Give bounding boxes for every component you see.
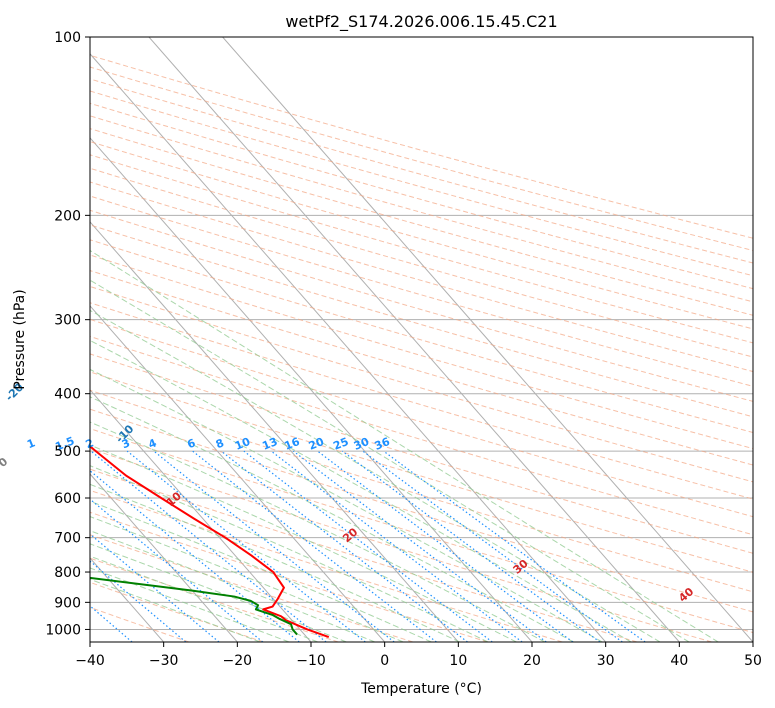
moist-adiabat-line — [90, 279, 690, 642]
dry-adiabat-line — [90, 195, 753, 387]
x-tick-label: 10 — [449, 653, 467, 669]
moist-adiabat-line — [90, 530, 375, 642]
x-tick-label: 20 — [523, 653, 541, 669]
mixing-ratio-label: 36 — [373, 435, 392, 453]
axes: −40 −30 −20 −10 0 10 20 30 40 50 100 200 300 400 500 60… — [45, 30, 762, 669]
dry-adiabat-line — [90, 270, 753, 466]
x-tick-label: 30 — [597, 653, 615, 669]
moist-adiabat-line — [90, 516, 404, 642]
isotherm-line — [90, 389, 312, 642]
isotherm-line — [222, 37, 753, 642]
x-tick-label: −10 — [296, 653, 326, 669]
mixing-ratio-label: 1 — [25, 436, 37, 451]
moist-adiabat-line — [90, 500, 432, 642]
dewpoint-profile-line — [90, 576, 298, 636]
moist-adiabat-line — [90, 421, 546, 642]
isotherm-line — [148, 37, 680, 642]
x-axis-label: Temperature (°C) — [360, 681, 482, 697]
mixing-ratio-label: 3 — [120, 436, 132, 451]
mixing-ratio-label: 8 — [214, 436, 226, 451]
mixing-ratio-line — [90, 450, 327, 642]
dry-adiabat-line — [90, 167, 753, 358]
x-tick-label: 0 — [380, 653, 389, 669]
mixing-ratio-line — [90, 533, 220, 642]
mixing-ratio-label: 30 — [352, 435, 371, 453]
dry-adiabat-line — [90, 511, 488, 642]
moist-adiabat-line — [90, 309, 661, 642]
moist-adiabat-line — [90, 368, 603, 642]
dry-adiabat-line — [90, 102, 753, 290]
y-tick-label: 600 — [54, 491, 81, 507]
mixing-ratio-label: 10 — [233, 435, 252, 453]
y-tick-label: 500 — [54, 444, 81, 460]
dry-adiabat-line — [90, 302, 753, 500]
x-tick-label: −40 — [75, 653, 105, 669]
dry-adiabat-line — [90, 318, 753, 518]
moist-adiabat-line — [90, 555, 318, 642]
mixing-ratio-line — [383, 450, 646, 642]
mixing-ratio-label: 16 — [283, 435, 302, 453]
x-tick-label: 50 — [744, 653, 762, 669]
temperature-profile-line — [90, 444, 330, 638]
y-tick-label: 1000 — [45, 622, 81, 638]
chart-title: wetPf2_S174.2026.006.15.45.C21 — [285, 12, 557, 32]
mixing-ratio-line — [90, 560, 187, 642]
moist-adiabat-line — [90, 444, 517, 642]
y-tick-label: 900 — [54, 595, 81, 611]
line-labels: 0.10.20.40.611.52346810131620253036-100-… — [0, 380, 697, 604]
sounding-lines — [90, 444, 330, 638]
y-tick-label: 400 — [54, 387, 81, 403]
mixing-ratio-label: 20 — [307, 435, 326, 453]
dry-adiabat-line — [90, 209, 753, 402]
mixing-ratio-line — [270, 450, 523, 642]
y-tick-label: 800 — [54, 565, 81, 581]
mixing-ratio-line — [243, 450, 493, 642]
y-tick-label: 100 — [54, 30, 81, 46]
mixing-ratio-line — [341, 450, 601, 642]
mixing-ratio-line — [126, 450, 366, 642]
dry-adiabat-line — [90, 128, 753, 316]
moist-adiabat-line — [90, 339, 632, 642]
mixing-ratio-line — [362, 450, 623, 642]
y-axis-label: Pressure (hPa) — [12, 289, 28, 389]
isotherm-line — [90, 305, 386, 642]
x-tick-label: −30 — [149, 653, 179, 669]
dry-adiabat-line — [90, 534, 414, 642]
isotherm-line — [90, 221, 459, 642]
mixing-ratio-line — [90, 498, 264, 642]
mixing-ratio-line — [90, 470, 300, 642]
isotherm-line — [90, 137, 533, 642]
mixing-ratio-label: 13 — [260, 435, 279, 453]
dry-adiabat-line — [90, 285, 753, 483]
dry-adiabat-line — [90, 115, 753, 303]
y-tick-label: 200 — [54, 208, 81, 224]
mixing-ratio-line — [220, 450, 468, 642]
isotherm-line — [90, 473, 238, 642]
moist-adiabat-line — [90, 567, 290, 642]
dry-adiabat-line — [90, 239, 753, 434]
x-tick-label: 40 — [670, 653, 688, 669]
y-tick-label: 700 — [54, 531, 81, 547]
moist-adiabat-line — [90, 578, 261, 642]
plot-frame — [89, 36, 754, 643]
moist-adiabat-line — [90, 483, 460, 642]
x-tick-label: −20 — [223, 653, 253, 669]
mixing-ratio-label: 25 — [331, 435, 350, 453]
mixing-ratio-line — [90, 605, 133, 642]
dry-adiabat-label: 0 — [0, 455, 11, 470]
y-tick-label: 300 — [54, 313, 81, 329]
